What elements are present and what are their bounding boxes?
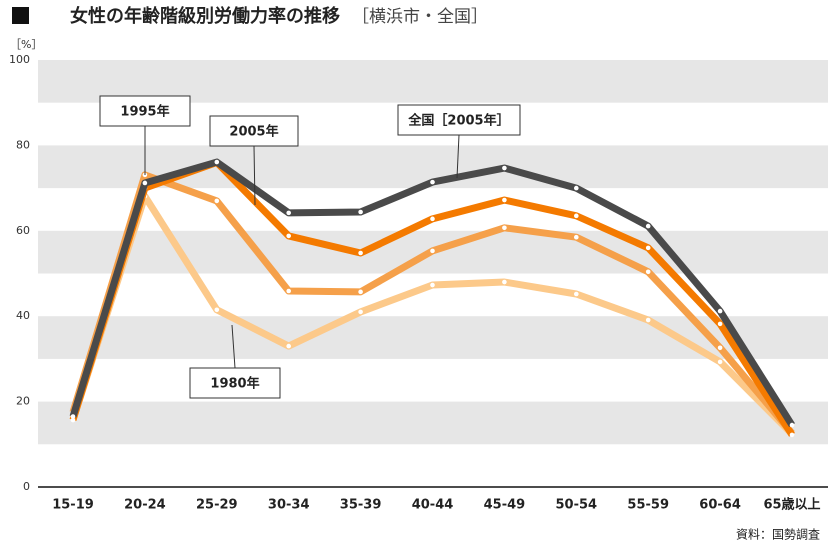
data-point xyxy=(574,234,579,240)
data-point xyxy=(358,209,363,215)
callout-pointer xyxy=(456,134,460,179)
data-point xyxy=(717,359,723,365)
callout-box xyxy=(209,115,299,147)
legend-label: 全国［2005年］ xyxy=(407,113,509,129)
data-point xyxy=(358,289,363,295)
data-point xyxy=(502,225,507,231)
data-point xyxy=(430,248,435,254)
data-point xyxy=(789,422,795,428)
data-point xyxy=(717,345,723,351)
data-point xyxy=(645,269,651,275)
x-tick-label: 55-59 xyxy=(627,498,669,513)
data-point xyxy=(142,180,148,186)
x-tick-label: 20-24 xyxy=(124,498,166,513)
data-point xyxy=(574,213,579,219)
legend-label: 1980年 xyxy=(210,376,259,392)
data-point xyxy=(574,291,579,297)
y-tick-label: 80 xyxy=(16,138,30,151)
y-axis-label: ［%］ xyxy=(10,38,42,51)
data-point xyxy=(286,343,292,349)
x-tick-label: 40-44 xyxy=(412,498,454,513)
data-point xyxy=(214,198,220,204)
data-point xyxy=(430,216,435,222)
data-point xyxy=(214,307,220,313)
y-tick-label: 20 xyxy=(16,395,30,408)
callout-box xyxy=(189,367,281,399)
data-point xyxy=(214,159,220,165)
series-line xyxy=(69,158,795,437)
callout-box xyxy=(397,104,521,136)
y-tick-label: 100 xyxy=(9,53,30,66)
data-point xyxy=(502,165,507,171)
y-tick-label: 0 xyxy=(23,480,30,493)
legend-label: 2005年 xyxy=(229,124,278,140)
data-point xyxy=(70,414,76,419)
x-tick-label: 30-34 xyxy=(268,498,310,513)
data-point xyxy=(502,279,507,285)
data-point xyxy=(717,308,723,314)
callout-pointer xyxy=(231,324,236,369)
x-tick-label: 60-64 xyxy=(699,498,741,513)
data-point xyxy=(358,309,363,315)
data-point xyxy=(789,432,795,438)
data-point xyxy=(645,317,651,323)
legend-label: 1995年 xyxy=(120,104,169,120)
data-point xyxy=(717,321,723,327)
y-tick-label: 60 xyxy=(16,224,30,237)
data-point xyxy=(430,282,435,288)
x-tick-label: 45-49 xyxy=(484,498,526,513)
data-point xyxy=(286,210,292,216)
chart-title: 女性の年齢階級別労働力率の推移 xyxy=(70,5,340,27)
x-tick-label: 25-29 xyxy=(196,498,238,513)
data-point xyxy=(574,185,579,191)
chart-subtitle: ［横浜市・全国］ xyxy=(352,7,488,27)
data-point xyxy=(358,250,363,256)
series-line xyxy=(69,171,795,436)
data-point xyxy=(645,245,651,251)
data-point xyxy=(286,233,292,239)
callout-box xyxy=(99,95,191,127)
y-tick-label: 40 xyxy=(16,309,30,322)
source: 資料：国勢調査 xyxy=(736,527,820,542)
x-tick-label: 35-39 xyxy=(340,498,382,513)
data-point xyxy=(286,288,292,294)
data-point xyxy=(502,197,507,203)
data-point xyxy=(430,179,435,185)
title-marker xyxy=(12,7,29,24)
grid-band xyxy=(38,401,828,445)
data-point xyxy=(70,417,76,423)
data-point xyxy=(645,223,651,229)
x-tick-label: 50-54 xyxy=(556,498,598,513)
callout-pointer xyxy=(253,145,256,206)
x-tick-label: 65歳以上 xyxy=(763,497,820,513)
series-line xyxy=(69,158,795,427)
x-tick-label: 15-19 xyxy=(52,498,94,513)
